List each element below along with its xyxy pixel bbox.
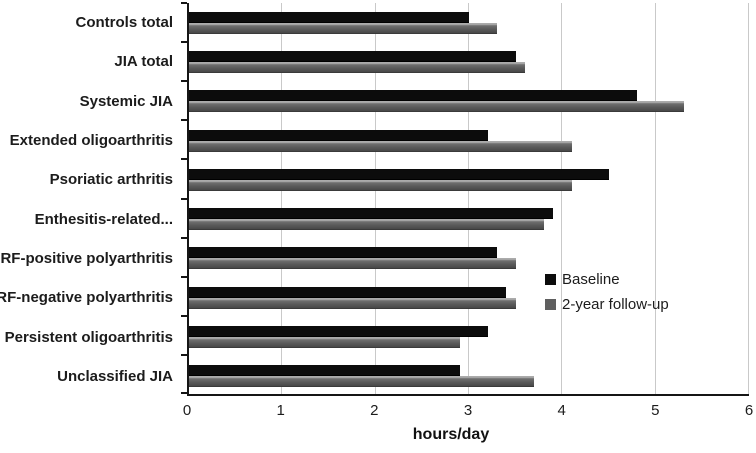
bar-baseline-jia-total (189, 50, 516, 62)
gridline-x-3 (468, 3, 469, 394)
bar-baseline-unclassified-jia (189, 365, 460, 377)
bar-baseline-controls-total (189, 11, 469, 23)
category-label-rf-negative-polyarthritis: RF-negative polyarthritis (0, 289, 173, 307)
bar-2-year-follow-up-systemic-jia (189, 101, 684, 113)
y-axis-tick (181, 353, 187, 356)
bar-group-persistent-oligoarthritis (189, 317, 749, 356)
bar-2-year-follow-up-unclassified-jia (189, 376, 535, 388)
category-label-persistent-oligoarthritis: Persistent oligoarthritis (4, 328, 173, 346)
y-axis-tick (181, 80, 187, 83)
legend-label-baseline: Baseline (562, 271, 620, 288)
bar-group-extended-oligoarthritis (189, 121, 749, 160)
y-axis-tick (181, 236, 187, 239)
plot-area (181, 2, 749, 396)
category-label-extended-oligoarthritis: Extended oligoarthritis (9, 132, 173, 150)
gridline-x-2 (374, 3, 376, 394)
bar-baseline-persistent-oligoarthritis (189, 326, 488, 338)
y-axis-tick (181, 119, 187, 122)
gridline-x-5 (654, 3, 656, 394)
y-axis-tick (181, 158, 187, 161)
bar-2-year-follow-up-persistent-oligoarthritis (189, 337, 460, 349)
gridline-x-6 (748, 3, 749, 394)
category-label-systemic-jia: Systemic JIA (79, 92, 173, 110)
category-label-controls-total: Controls total (75, 14, 174, 32)
bar-group-unclassified-jia (189, 357, 749, 396)
bar-2-year-follow-up-extended-oligoarthritis (189, 140, 572, 152)
bar-group-controls-total (189, 3, 749, 42)
bar-group-enthesitis-related (189, 200, 749, 239)
y-axis-tick (181, 2, 187, 4)
x-tick-label-6: 6 (744, 402, 754, 419)
bar-group-psoriatic-arthritis (189, 160, 749, 199)
x-axis-title: hours/day (412, 426, 490, 443)
y-axis-tick (181, 197, 187, 200)
x-tick-label-4: 4 (557, 402, 566, 419)
bar-baseline-rf-negative-polyarthritis (189, 286, 507, 298)
bar-baseline-systemic-jia (189, 90, 637, 102)
x-tick-label-5: 5 (651, 402, 660, 419)
category-label-psoriatic-arthritis: Psoriatic arthritis (49, 171, 173, 189)
x-tick-label-3: 3 (463, 402, 473, 419)
y-axis-tick (181, 41, 187, 44)
gridline-x-1 (281, 3, 283, 394)
y-axis-tick (181, 275, 187, 278)
bar-2-year-follow-up-jia-total (189, 61, 525, 73)
legend-swatch-baseline (545, 274, 556, 285)
category-label-jia-total: JIA total (114, 53, 173, 71)
bar-baseline-enthesitis-related (189, 208, 553, 220)
bar-baseline-psoriatic-arthritis (189, 168, 609, 180)
bar-2-year-follow-up-controls-total (189, 22, 497, 34)
category-label-rf-positive-polyarthritis: RF-positive polyarthritis (0, 249, 173, 267)
bar-group-rf-positive-polyarthritis (189, 239, 749, 278)
legend-swatch-2-year-follow-up (545, 299, 556, 310)
legend: Baseline 2-year follow-up (545, 271, 669, 313)
x-tick-label-2: 2 (370, 402, 379, 419)
category-label-unclassified-jia: Unclassified JIA (57, 367, 173, 385)
bar-group-systemic-jia (189, 82, 749, 121)
category-axis: Controls total JIA total Systemic JIA Exten… (0, 3, 180, 396)
x-tick-label-0: 0 (182, 402, 192, 419)
bar-2-year-follow-up-enthesitis-related (189, 219, 544, 231)
legend-item-baseline: Baseline (545, 271, 669, 288)
legend-item-2-year-follow-up: 2-year follow-up (545, 296, 669, 313)
y-axis-tick (181, 392, 187, 394)
category-label-enthesitis-related: Enthesitis-related... (34, 210, 173, 228)
gridline-x-4 (561, 3, 563, 394)
bar-group-jia-total (189, 42, 749, 81)
y-axis-tick (181, 314, 187, 317)
bar-baseline-extended-oligoarthritis (189, 129, 488, 141)
bar-baseline-rf-positive-polyarthritis (189, 247, 497, 259)
legend-label-2-year-follow-up: 2-year follow-up (562, 296, 669, 313)
x-tick-label-1: 1 (276, 402, 285, 419)
bar-2-year-follow-up-rf-positive-polyarthritis (189, 258, 516, 270)
bar-group-rf-negative-polyarthritis (189, 278, 749, 317)
bar-2-year-follow-up-psoriatic-arthritis (189, 179, 572, 191)
bar-2-year-follow-up-rf-negative-polyarthritis (189, 297, 516, 309)
